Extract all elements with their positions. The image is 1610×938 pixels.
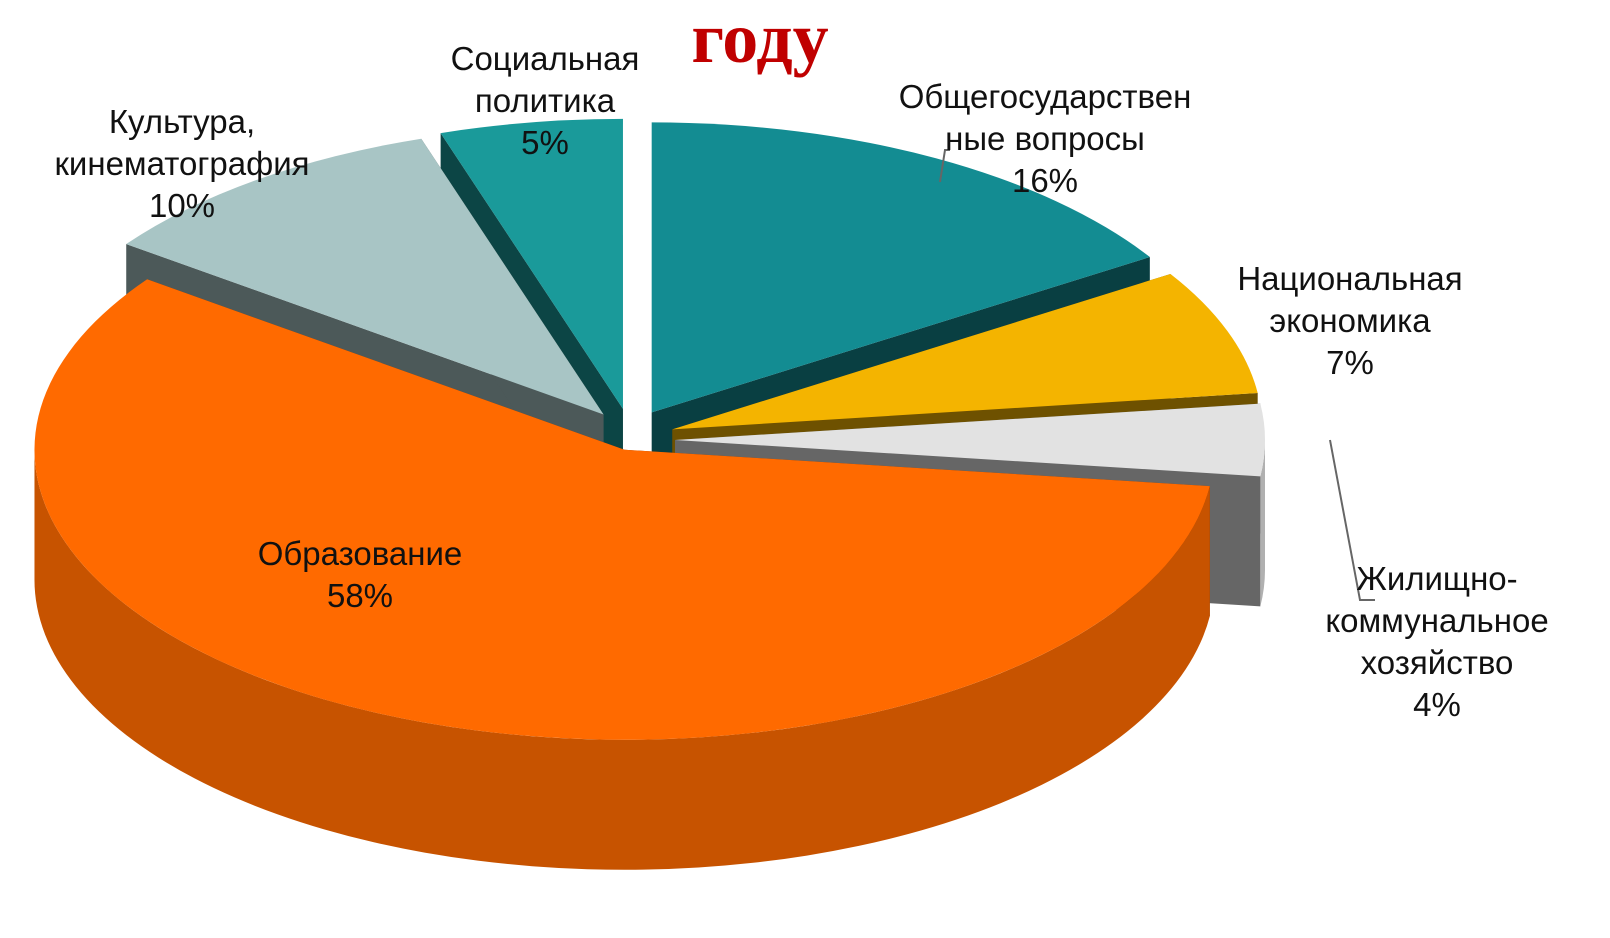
slice (675, 403, 1265, 477)
label-line: хозяйство (1361, 644, 1514, 681)
value-label: 5% (521, 124, 569, 161)
data-label: Общегосударствен ные вопросы 16% (899, 78, 1192, 199)
value-label: 58% (327, 577, 393, 614)
leader-line (939, 149, 950, 183)
label-line: ные вопросы (945, 120, 1145, 157)
label-line: Культура, (109, 103, 255, 140)
leader-line (1329, 439, 1375, 601)
pie (34, 118, 1265, 870)
data-label: Жилищно-коммунальное хозяйство 4% (1325, 560, 1548, 723)
chart-title: году (691, 0, 828, 78)
data-label: Социальная политика 5% (451, 40, 640, 161)
labels: Общегосударствен ные вопросы 16% Национальн… (54, 40, 1548, 723)
data-label: Культура, кинематография 10% (54, 103, 309, 224)
label-line: Социальная (451, 40, 640, 77)
value-label: 7% (1326, 344, 1374, 381)
slice (672, 273, 1258, 430)
slice (651, 122, 1150, 413)
label-line: политика (475, 82, 616, 119)
data-label: Образование 58% (258, 535, 463, 614)
label-line: коммунальное (1325, 602, 1548, 639)
slice-side (34, 449, 1210, 870)
slice (440, 118, 623, 409)
data-label: Национальная экономика 7% (1237, 260, 1462, 381)
value-label: 4% (1413, 686, 1461, 723)
label-line: Образование (258, 535, 463, 572)
label-line: Общегосударствен (899, 78, 1192, 115)
label-line: кинематография (54, 145, 309, 182)
value-label: 10% (149, 187, 215, 224)
value-label: 16% (1012, 162, 1078, 199)
label-line: экономика (1269, 302, 1431, 339)
label-line: Жилищно- (1356, 560, 1517, 597)
slice-side (1260, 440, 1265, 607)
slice (34, 279, 1210, 740)
slice (126, 138, 604, 415)
label-line: Национальная (1237, 260, 1462, 297)
